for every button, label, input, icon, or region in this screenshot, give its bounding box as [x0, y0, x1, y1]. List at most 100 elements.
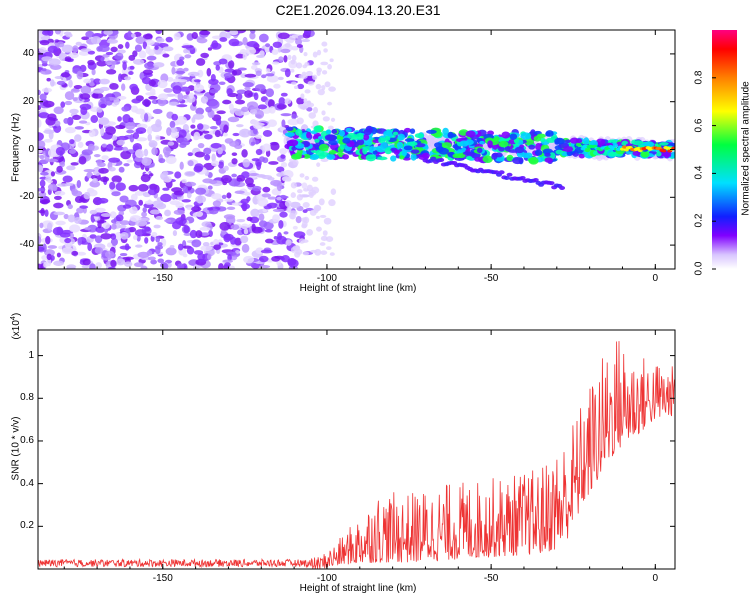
noise-blob — [66, 165, 76, 171]
noise-blob — [290, 68, 295, 73]
noise-blob — [211, 153, 216, 163]
noise-blob — [267, 119, 278, 128]
noise-blob — [293, 231, 306, 238]
noise-blob — [70, 88, 81, 93]
noise-blob — [171, 66, 176, 75]
signal-blob — [308, 154, 320, 160]
noise-blob — [272, 41, 283, 48]
signal-branch-blob — [559, 185, 566, 190]
noise-blob — [302, 209, 308, 214]
noise-blob — [229, 30, 239, 36]
noise-blob — [253, 92, 259, 101]
noise-blob — [46, 77, 51, 82]
noise-blob — [304, 175, 310, 181]
signal-blob — [331, 129, 338, 134]
noise-blob — [155, 236, 161, 243]
noise-blob — [322, 116, 330, 122]
noise-blob — [80, 85, 92, 95]
snr-ytick-label: 0.6 — [20, 434, 34, 446]
noise-blob — [53, 106, 64, 115]
noise-blob — [254, 84, 266, 92]
snr-xtick-label: -50 — [483, 573, 499, 584]
noise-blob — [50, 171, 56, 177]
noise-blob — [204, 134, 213, 140]
noise-blob — [240, 73, 247, 79]
noise-blob — [70, 162, 79, 166]
noise-blob — [144, 237, 149, 244]
noise-blob — [315, 226, 322, 232]
noise-blob — [278, 56, 284, 63]
noise-blob — [172, 85, 182, 94]
noise-blob — [312, 120, 319, 127]
signal-blob — [438, 147, 450, 155]
signal-blob — [641, 150, 647, 158]
noise-blob — [83, 78, 92, 84]
signal-blob — [315, 149, 325, 157]
noise-blob — [148, 140, 158, 148]
noise-blob — [64, 91, 75, 101]
noise-blob — [175, 202, 184, 209]
colorbar — [712, 30, 737, 270]
noise-blob — [128, 117, 134, 123]
noise-blob — [106, 242, 113, 248]
noise-blob — [218, 161, 224, 169]
noise-blob — [134, 44, 143, 52]
signal-blob — [501, 131, 511, 139]
noise-blob — [242, 81, 254, 88]
noise-blob — [94, 246, 104, 254]
noise-blob — [241, 106, 249, 113]
spectrogram-ytick-label: 20 — [22, 95, 34, 107]
noise-blob — [292, 159, 299, 166]
signal-blob — [504, 145, 511, 152]
noise-blob — [104, 250, 115, 258]
noise-blob — [265, 43, 271, 48]
spectrogram-panel — [37, 29, 676, 270]
noise-blob — [284, 200, 292, 208]
noise-blob — [111, 175, 122, 184]
noise-blob — [176, 79, 188, 83]
noise-blob — [145, 45, 151, 54]
noise-blob — [129, 65, 135, 70]
noise-blob — [102, 222, 111, 229]
noise-blob — [259, 156, 266, 162]
noise-blob — [290, 182, 298, 189]
noise-blob — [207, 47, 212, 51]
noise-blob — [241, 223, 249, 230]
noise-blob — [227, 116, 240, 123]
noise-blob — [47, 245, 58, 249]
noise-blob — [183, 232, 192, 236]
noise-blob — [151, 231, 158, 238]
noise-blob — [83, 191, 91, 200]
noise-blob — [111, 191, 121, 197]
noise-blob — [72, 114, 82, 121]
signal-blob — [345, 127, 352, 133]
noise-blob — [267, 99, 275, 109]
noise-blob — [100, 127, 105, 137]
noise-blob — [108, 157, 121, 163]
noise-blob — [227, 254, 232, 262]
signal-blob — [545, 130, 554, 137]
noise-blob — [210, 74, 216, 82]
noise-blob — [38, 140, 46, 149]
noise-blob — [243, 228, 249, 235]
noise-blob — [151, 147, 158, 156]
noise-blob — [313, 207, 319, 214]
noise-blob — [243, 255, 255, 264]
noise-blob — [42, 68, 47, 72]
noise-blob — [143, 148, 149, 157]
noise-blob — [69, 224, 81, 233]
noise-blob — [89, 209, 98, 215]
noise-blob — [220, 229, 227, 236]
noise-blob — [276, 166, 285, 173]
noise-blob — [212, 200, 221, 207]
noise-blob — [130, 105, 139, 113]
noise-blob — [231, 173, 238, 178]
noise-blob — [48, 58, 61, 66]
noise-blob — [210, 142, 222, 149]
noise-blob — [315, 215, 320, 219]
noise-blob — [121, 83, 126, 91]
noise-blob — [284, 42, 291, 48]
noise-blob — [53, 202, 64, 209]
noise-blob — [246, 101, 259, 110]
